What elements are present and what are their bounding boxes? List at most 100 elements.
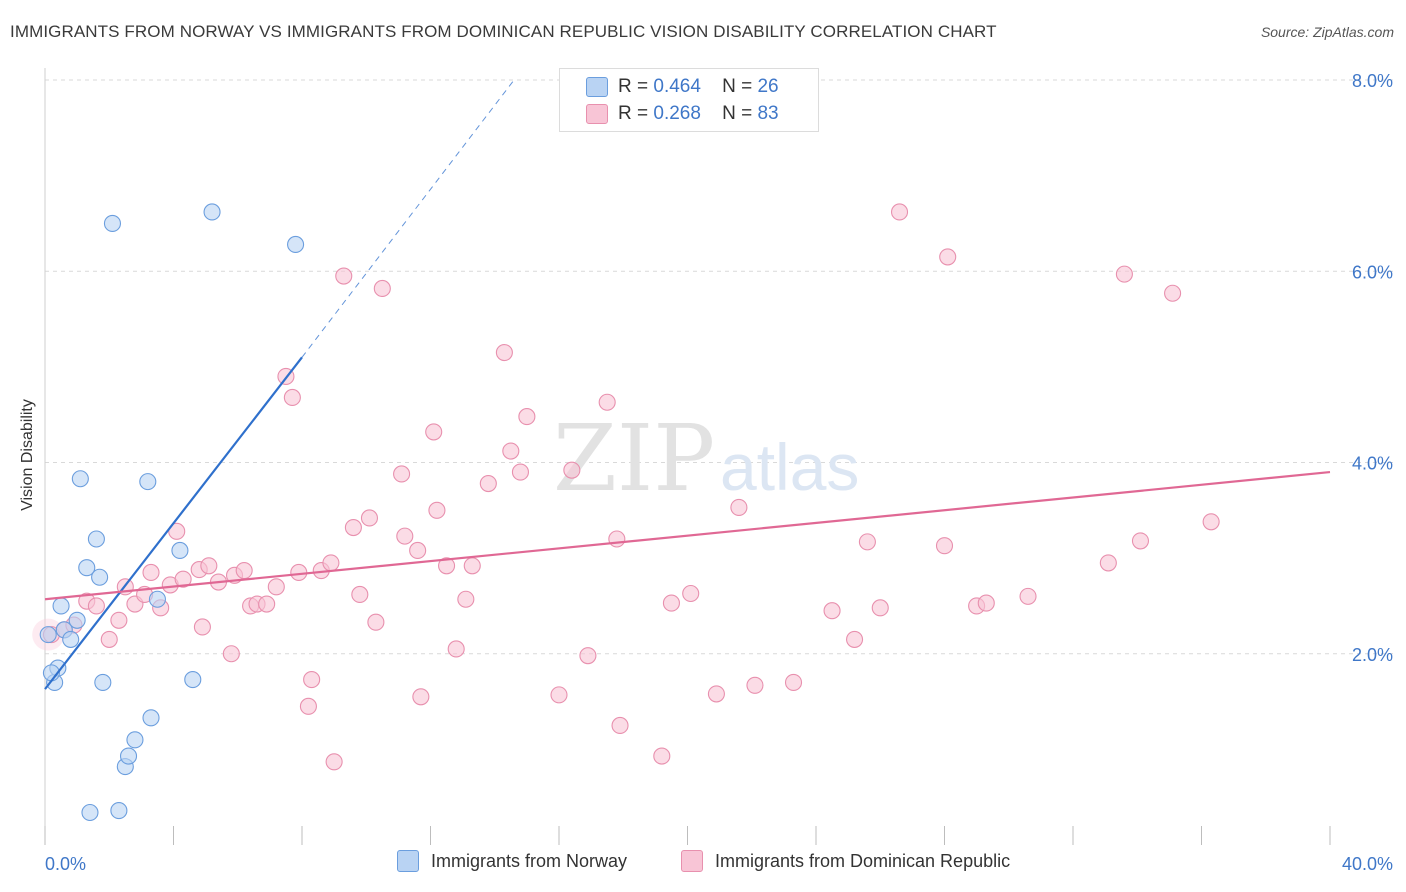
dr-point (1164, 284, 1182, 302)
points-layer (32, 203, 1220, 822)
dr-point (1019, 587, 1037, 605)
norway-point (139, 473, 157, 491)
dr-point (447, 640, 465, 658)
norway-legend-swatch (397, 850, 419, 872)
source-label: Source: ZipAtlas.com (1260, 24, 1394, 40)
dr-point (168, 522, 186, 540)
dr-point (608, 530, 626, 548)
dr-point (393, 465, 411, 483)
norway-point (142, 709, 160, 727)
dr-point (890, 203, 909, 221)
dr-point (598, 393, 616, 411)
dr-point (174, 570, 192, 588)
dr-point (267, 578, 285, 596)
legend-label-dr: Immigrants from Dominican Republic (715, 850, 1011, 871)
dr-point (303, 671, 321, 689)
norway-r-value: 0.464 (653, 76, 701, 97)
norway-point (71, 470, 89, 488)
dr-r-value: 0.268 (653, 103, 701, 124)
dr-point (682, 584, 700, 603)
norway-trend-line (44, 356, 303, 690)
dr-point (283, 388, 301, 407)
norway-point (203, 203, 221, 221)
dr-swatch (586, 104, 608, 124)
dr-point (222, 645, 240, 663)
norway-point (94, 673, 112, 691)
dr-point (110, 611, 128, 629)
y-tick-label: 4.0% (1352, 454, 1393, 474)
norway-point (91, 568, 109, 586)
norway-n-value: 26 (757, 76, 779, 97)
dr-point (367, 613, 385, 631)
dr-point (100, 630, 118, 648)
dr-point (325, 753, 343, 771)
norway-point (39, 626, 57, 644)
dr-point (193, 618, 211, 636)
dr-point (935, 537, 954, 555)
grid-layer (45, 79, 1393, 655)
axis-layer: 2.0% 4.0% 6.0% 8.0% 0.0% 40.0% (44, 68, 1393, 874)
dr-point (858, 533, 876, 551)
dr-point (425, 423, 443, 441)
dr-trend-line (44, 470, 1331, 601)
dr-point (977, 594, 995, 612)
dr-legend-swatch (681, 850, 703, 872)
dr-point (939, 248, 957, 266)
dr-point (479, 474, 497, 493)
dr-r-label: R = (618, 103, 649, 124)
norway-point (81, 803, 99, 822)
dr-point (344, 518, 362, 537)
dr-point (87, 597, 105, 615)
norway-point (78, 559, 96, 577)
dr-point (511, 463, 530, 481)
dr-point (550, 686, 568, 704)
norway-trend-extension (301, 79, 515, 358)
dr-point (1202, 513, 1220, 531)
legend-item-norway[interactable]: Immigrants from Norway (397, 850, 627, 872)
dr-point (457, 590, 475, 608)
norway-point (52, 597, 70, 615)
norway-point (119, 747, 138, 765)
chart-title: IMMIGRANTS FROM NORWAY VS IMMIGRANTS FRO… (10, 22, 997, 41)
dr-n-value: 83 (757, 103, 779, 124)
dr-point (871, 599, 889, 617)
norway-n-label: N = (722, 76, 753, 97)
dr-point (299, 697, 317, 715)
dr-point (823, 602, 841, 620)
watermark: ZIP atlas (553, 405, 859, 512)
dr-point (495, 343, 513, 362)
norway-point (110, 802, 128, 820)
dr-point (518, 408, 536, 426)
dr-point (412, 688, 430, 706)
norway-point (87, 530, 105, 548)
dr-point (438, 557, 456, 575)
dr-point (1099, 554, 1117, 572)
dr-point (373, 279, 391, 298)
norway-point (184, 671, 202, 689)
dr-point (463, 557, 481, 575)
dr-point (351, 585, 369, 604)
dr-point (142, 563, 160, 582)
dr-point (730, 498, 748, 516)
y-tick-label: 6.0% (1352, 262, 1393, 282)
dr-point (1115, 265, 1133, 283)
dr-point (845, 630, 864, 648)
dr-point (322, 554, 340, 572)
norway-point (103, 214, 122, 232)
norway-r-label: R = (618, 76, 649, 97)
norway-point (287, 235, 305, 254)
dr-point (662, 594, 680, 612)
dr-point (360, 509, 379, 527)
dr-point (258, 595, 276, 613)
dr-point (335, 267, 353, 285)
dr-point (409, 541, 427, 560)
dr-point (707, 685, 725, 703)
y-tick-label: 8.0% (1352, 71, 1393, 91)
norway-swatch (586, 77, 608, 97)
dr-point (428, 501, 446, 519)
legend-item-dr[interactable]: Immigrants from Dominican Republic (681, 850, 1010, 872)
dr-point (611, 716, 629, 735)
dr-point (746, 676, 764, 694)
y-tick-label: 2.0% (1352, 645, 1393, 665)
